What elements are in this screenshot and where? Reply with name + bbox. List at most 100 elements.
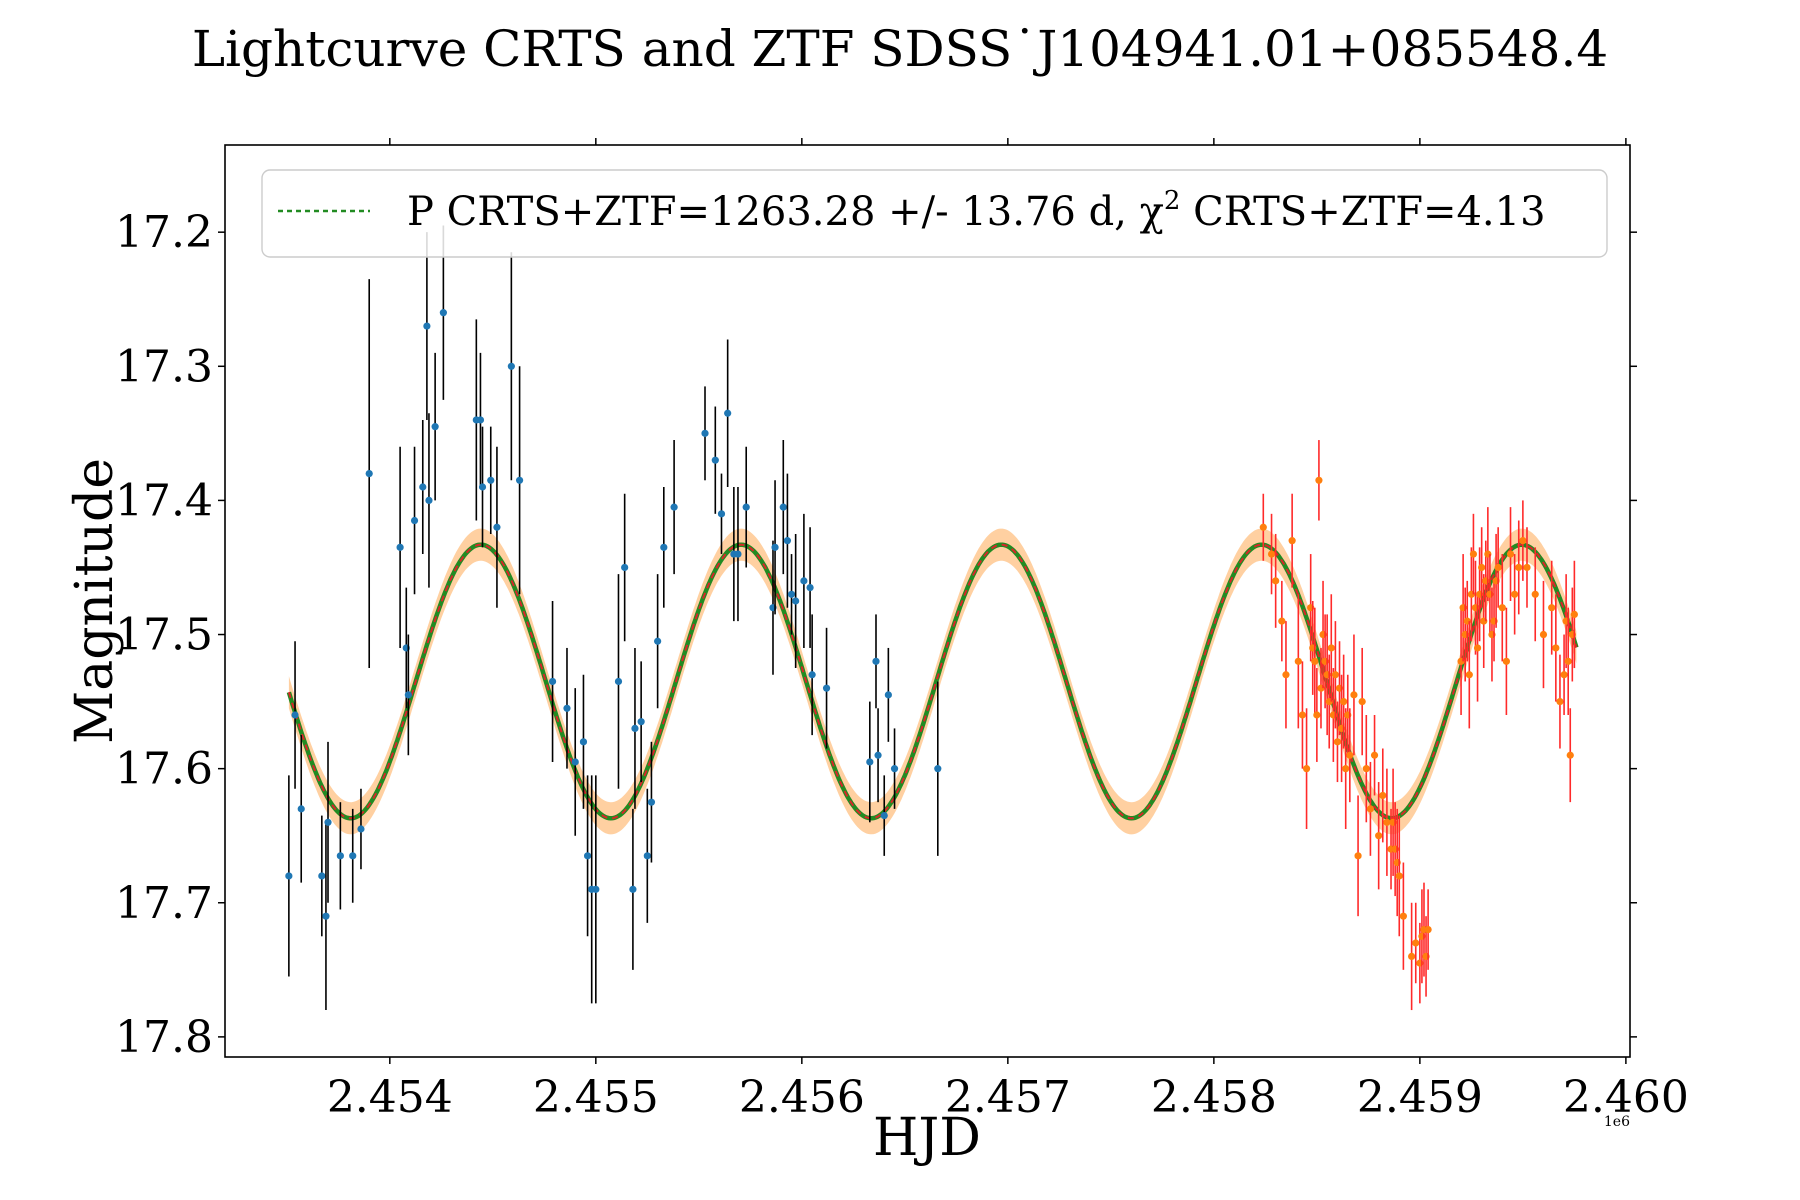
x-tick-label: 2.454 (327, 1072, 453, 1123)
crts-data-point (800, 577, 808, 585)
ztf-data-point (1267, 550, 1276, 558)
y-tick-label: 17.8 (115, 1012, 213, 1063)
x-tick-label: 2.457 (945, 1072, 1071, 1123)
ztf-data-point (1564, 657, 1572, 665)
crts-data-point (336, 852, 344, 860)
crts-data-point (478, 483, 487, 491)
ztf-data-point (1494, 563, 1502, 572)
chart-title: Lightcurve CRTS and ZTF SDSS˙J104941.01+… (192, 20, 1608, 78)
crts-data-point (808, 671, 816, 679)
crts-data-point (872, 657, 880, 665)
crts-data-point (357, 825, 365, 833)
ztf-data-point (1506, 550, 1515, 558)
ztf-data-point (1566, 751, 1574, 759)
crts-data-point (324, 818, 332, 826)
crts-data-point (643, 852, 651, 860)
x-offset-label: 1e6 (1604, 1114, 1630, 1130)
ztf-data-point (1354, 852, 1362, 860)
x-axis-label: HJD (873, 1108, 981, 1168)
ztf-data-point (1327, 644, 1335, 652)
ztf-data-point (1519, 537, 1527, 545)
ztf-data-point (1259, 523, 1267, 531)
crts-data-point (563, 704, 571, 712)
crts-data-point (423, 322, 431, 330)
model-curve-dashed-overlay (287, 543, 1578, 820)
crts-data-point (592, 885, 600, 893)
legend-label-main: P CRTS+ZTF=1263.28 +/- 13.76 d, χ (407, 189, 1164, 235)
x-tick-label: 2.458 (1151, 1072, 1277, 1123)
ztf-data-point (1375, 832, 1383, 840)
crts-data-point (614, 677, 623, 686)
crts-data-point (890, 765, 899, 773)
crts-data-point (742, 503, 750, 511)
legend-label: P CRTS+ZTF=1263.28 +/- 13.76 d, χ2 CRTS+… (407, 186, 1546, 235)
ztf-data-point (1531, 590, 1539, 598)
crts-data-point (711, 456, 719, 464)
ztf-data-point (1511, 590, 1519, 598)
ztf-data-point (1366, 805, 1375, 813)
ztf-data-point (1570, 610, 1578, 619)
crts-data-point (880, 811, 888, 820)
x-tick-label: 2.455 (533, 1072, 659, 1123)
ztf-data-point (1523, 563, 1531, 572)
ztf-data-point (1473, 644, 1482, 652)
ztf-data-point (1370, 751, 1379, 759)
ztf-data-point (1315, 476, 1323, 484)
crts-data-point (476, 416, 485, 424)
ztf-data-point (1465, 671, 1473, 679)
ztf-data-point (1502, 657, 1510, 665)
ztf-data-point (1288, 537, 1296, 545)
crts-data-point (629, 885, 637, 893)
ztf-data-point (1395, 872, 1403, 880)
ztf-data-point (1379, 791, 1387, 800)
crts-data-point (322, 912, 330, 920)
ztf-data-point (1539, 630, 1548, 639)
ztf-data-point (1358, 697, 1366, 706)
crts-data-point (771, 543, 779, 551)
legend-label-superscript: 2 (1164, 186, 1181, 216)
crts-data-point (349, 852, 357, 860)
ztf-data-point (1399, 912, 1407, 920)
ztf-data-point (1383, 818, 1391, 826)
legend: P CRTS+ZTF=1263.28 +/- 13.76 d, χ2 CRTS+… (261, 169, 1608, 258)
crts-data-point (419, 483, 427, 491)
x-tick-label: 2.460 (1563, 1072, 1689, 1123)
ztf-data-point (1548, 604, 1556, 612)
crts-data-point (548, 677, 557, 686)
y-tick-label: 17.4 (115, 475, 213, 526)
crts-data-point (579, 738, 588, 746)
y-tick-label: 17.7 (115, 878, 213, 929)
crts-data-point (717, 510, 726, 518)
ztf-data-point (1294, 657, 1302, 665)
ztf-data-point (1342, 765, 1350, 773)
ztf-data-point (1362, 765, 1370, 773)
ztf-data-point (1412, 939, 1420, 947)
ztf-data-point (1469, 550, 1478, 558)
ztf-data-point (1311, 657, 1319, 665)
ztf-data-point (1424, 925, 1432, 934)
ztf-data-point (1282, 671, 1290, 679)
series-crts (285, 225, 942, 1011)
ztf-data-point (1478, 563, 1486, 572)
crts-data-point (934, 765, 942, 773)
crts-data-point (410, 516, 419, 525)
model-uncertainty-band (288, 528, 1577, 835)
ztf-data-point (1340, 697, 1348, 706)
crts-data-point (583, 852, 592, 860)
crts-data-point (724, 409, 732, 417)
ztf-data-point (1498, 604, 1506, 612)
ztf-data-point (1331, 671, 1340, 679)
legend-label-tail: CRTS+ZTF=4.13 (1180, 189, 1545, 235)
x-tick-label: 2.459 (1357, 1072, 1483, 1123)
ztf-data-point (1560, 671, 1568, 679)
ztf-data-point (1515, 563, 1523, 572)
crts-data-point (621, 563, 629, 572)
crts-data-point (670, 503, 678, 511)
y-tick-label: 17.6 (115, 744, 213, 795)
ztf-data-point (1333, 738, 1342, 746)
crts-data-point (285, 872, 293, 880)
crts-data-point (806, 583, 814, 592)
ztf-data-point (1350, 691, 1358, 699)
y-axis-label: Magnitude (65, 458, 125, 744)
